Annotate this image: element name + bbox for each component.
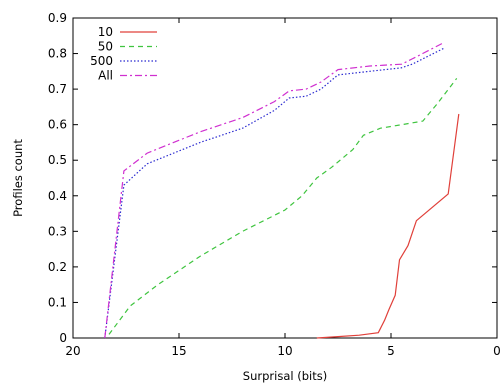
y-tick-label: 0.6 xyxy=(48,118,67,132)
series-line-50 xyxy=(108,78,458,335)
y-tick-label: 0.7 xyxy=(48,82,67,96)
series-line-10 xyxy=(316,113,460,339)
x-tick-label: 10 xyxy=(277,344,292,358)
y-tick-label: 0 xyxy=(59,331,67,345)
x-axis-label: Surprisal (bits) xyxy=(243,369,327,383)
y-axis-label: Profiles count xyxy=(11,139,25,217)
legend-label: 10 xyxy=(98,25,113,39)
axis-ticks: 20 15 10 5 000.10.20.30.40.50.60.70.80.9 xyxy=(48,11,501,358)
y-tick-label: 0.4 xyxy=(48,189,67,203)
x-tick-label: 15 xyxy=(171,344,186,358)
x-tick-label: 0 xyxy=(493,344,501,358)
series-lines xyxy=(104,43,460,339)
series-line-500 xyxy=(104,47,445,339)
series-line-all xyxy=(104,43,443,339)
y-tick-label: 0.1 xyxy=(48,295,67,309)
y-tick-label: 0.9 xyxy=(48,11,67,25)
x-tick-label: 20 xyxy=(65,344,80,358)
y-tick-label: 0.2 xyxy=(48,260,67,274)
legend-label: 500 xyxy=(90,54,113,68)
y-tick-label: 0.5 xyxy=(48,153,67,167)
plot-frame xyxy=(72,17,498,339)
y-tick-label: 0.8 xyxy=(48,47,67,61)
legend-label: All xyxy=(98,69,113,83)
x-tick-label: 5 xyxy=(387,344,395,358)
y-tick-label: 0.3 xyxy=(48,224,67,238)
legend-label: 50 xyxy=(98,40,113,54)
plot-border xyxy=(72,17,498,339)
